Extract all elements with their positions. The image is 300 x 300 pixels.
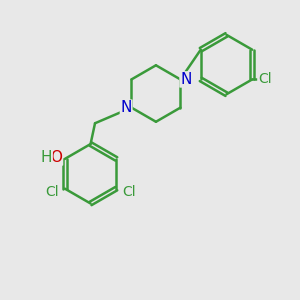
Text: Cl: Cl bbox=[46, 184, 59, 199]
Text: N: N bbox=[121, 100, 132, 115]
Text: Cl: Cl bbox=[258, 72, 272, 86]
Text: H: H bbox=[40, 150, 52, 165]
Text: N: N bbox=[180, 72, 191, 87]
Text: Cl: Cl bbox=[122, 184, 136, 199]
Text: O: O bbox=[50, 150, 62, 165]
